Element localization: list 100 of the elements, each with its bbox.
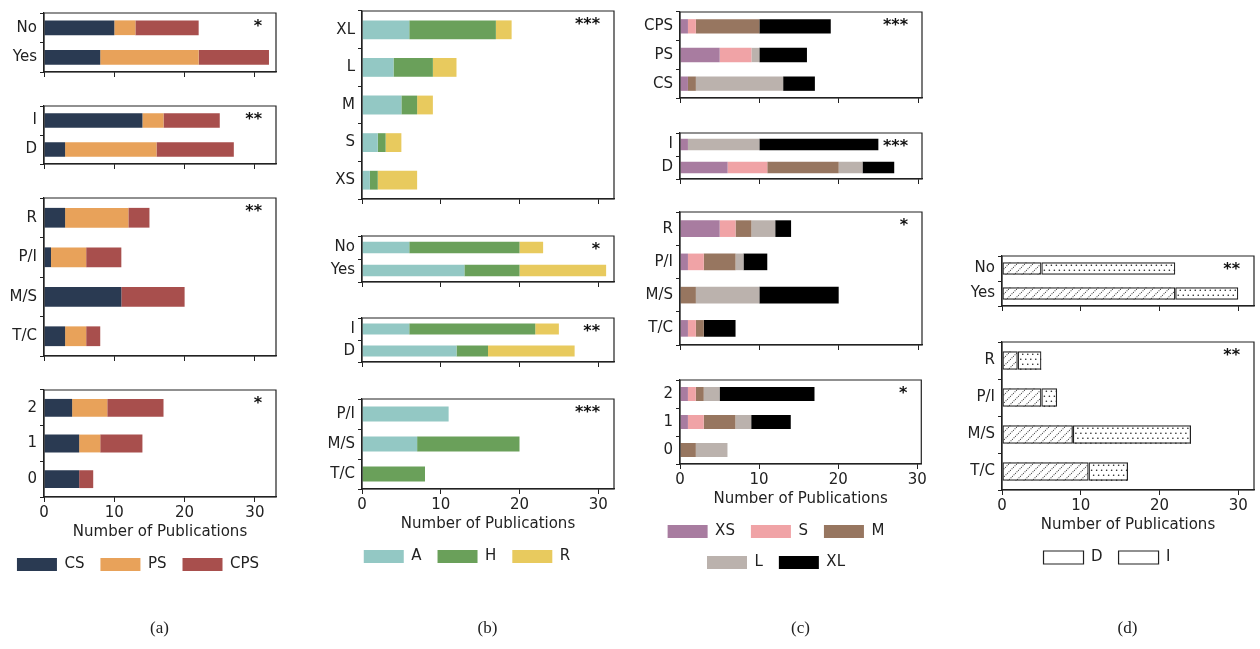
annotation: *** bbox=[882, 136, 909, 156]
bar bbox=[72, 398, 108, 417]
y-tick-label: D bbox=[25, 139, 37, 158]
y-tick-label: 1 bbox=[27, 433, 37, 452]
bar bbox=[409, 20, 496, 40]
y-tick-label: I bbox=[350, 318, 355, 337]
bar bbox=[703, 320, 736, 337]
bar bbox=[687, 387, 696, 401]
bar bbox=[687, 76, 696, 91]
bar bbox=[44, 207, 66, 228]
y-tick-label: R bbox=[984, 350, 995, 369]
bar bbox=[362, 323, 410, 335]
annotation: ** bbox=[1223, 345, 1241, 365]
bar bbox=[759, 47, 807, 63]
bar bbox=[495, 20, 512, 40]
bar bbox=[687, 138, 760, 151]
y-tick-label: D bbox=[661, 157, 673, 176]
bar bbox=[727, 161, 768, 174]
legend-label: CS bbox=[64, 554, 85, 573]
bar bbox=[680, 387, 688, 401]
y-tick-label: XL bbox=[336, 19, 356, 38]
y-tick-label: P/I bbox=[976, 387, 995, 406]
text: (b) bbox=[477, 618, 498, 638]
y-tick-label: M/S bbox=[967, 424, 995, 443]
bar bbox=[100, 49, 199, 65]
bar bbox=[464, 264, 520, 277]
bar bbox=[680, 19, 688, 34]
bar bbox=[86, 326, 101, 347]
bar bbox=[362, 58, 394, 77]
bar bbox=[680, 220, 720, 237]
bar bbox=[369, 170, 378, 190]
bar bbox=[695, 443, 728, 457]
y-tick-label: L bbox=[346, 57, 356, 76]
annotation: * bbox=[591, 239, 601, 259]
bar bbox=[783, 76, 815, 91]
bar bbox=[51, 247, 87, 268]
bar bbox=[362, 406, 449, 422]
x-tick-label: 20 bbox=[828, 469, 848, 488]
annotation: *** bbox=[574, 14, 601, 34]
x-tick-label: 30 bbox=[245, 502, 265, 521]
x-tick-label: 20 bbox=[175, 502, 195, 521]
bar bbox=[687, 320, 696, 337]
bar bbox=[695, 19, 760, 34]
bar bbox=[377, 170, 418, 190]
legend-label: XL bbox=[826, 552, 846, 571]
annotation: * bbox=[253, 16, 263, 36]
y-tick-label: XS bbox=[335, 170, 355, 189]
x-tick-label: 0 bbox=[675, 469, 685, 488]
x-tick-label: 10 bbox=[749, 469, 769, 488]
bar bbox=[86, 247, 122, 268]
bar bbox=[362, 345, 457, 357]
legend-label: R bbox=[559, 546, 571, 565]
bar bbox=[79, 470, 94, 489]
x-axis-title: Number of Publications bbox=[400, 513, 576, 532]
text: (a) bbox=[150, 618, 169, 638]
bar bbox=[44, 286, 122, 307]
bar bbox=[44, 113, 143, 128]
bar bbox=[135, 20, 199, 36]
bar bbox=[44, 20, 115, 36]
bar bbox=[377, 133, 386, 152]
bar bbox=[735, 220, 752, 237]
bar bbox=[65, 326, 87, 347]
annotation: ** bbox=[1223, 259, 1241, 279]
y-tick-label: T/C bbox=[329, 463, 355, 482]
bar bbox=[362, 170, 370, 190]
bar bbox=[695, 76, 784, 91]
text: (c) bbox=[791, 618, 810, 638]
bar bbox=[687, 415, 704, 429]
bar bbox=[100, 434, 143, 453]
bar bbox=[198, 49, 269, 65]
x-tick-label: 30 bbox=[588, 494, 608, 513]
y-tick-label: Yes bbox=[329, 260, 356, 279]
annotation: * bbox=[253, 393, 263, 413]
bar bbox=[680, 286, 696, 304]
x-tick-label: 10 bbox=[104, 502, 124, 521]
annotation: *** bbox=[882, 15, 909, 35]
bar bbox=[680, 443, 696, 457]
bar bbox=[362, 95, 402, 115]
bar bbox=[44, 247, 52, 268]
bar bbox=[409, 241, 520, 254]
bar bbox=[751, 47, 760, 63]
bar bbox=[519, 241, 544, 254]
annotation: * bbox=[898, 383, 908, 403]
legend-label: S bbox=[798, 521, 808, 540]
x-tick-label: 30 bbox=[907, 469, 927, 488]
bar bbox=[680, 161, 728, 174]
bar bbox=[362, 241, 410, 254]
y-tick-label: Yes bbox=[11, 47, 38, 66]
bar bbox=[743, 253, 768, 271]
bar bbox=[44, 326, 66, 347]
bar bbox=[142, 113, 164, 128]
bar bbox=[751, 415, 791, 429]
y-tick-label: No bbox=[974, 258, 995, 277]
bar bbox=[44, 49, 101, 65]
bar bbox=[156, 142, 234, 157]
y-tick-label: I bbox=[32, 110, 37, 129]
x-tick-label: 20 bbox=[1149, 495, 1170, 514]
bar bbox=[751, 220, 776, 237]
bar bbox=[719, 220, 736, 237]
annotation: *** bbox=[574, 402, 601, 422]
